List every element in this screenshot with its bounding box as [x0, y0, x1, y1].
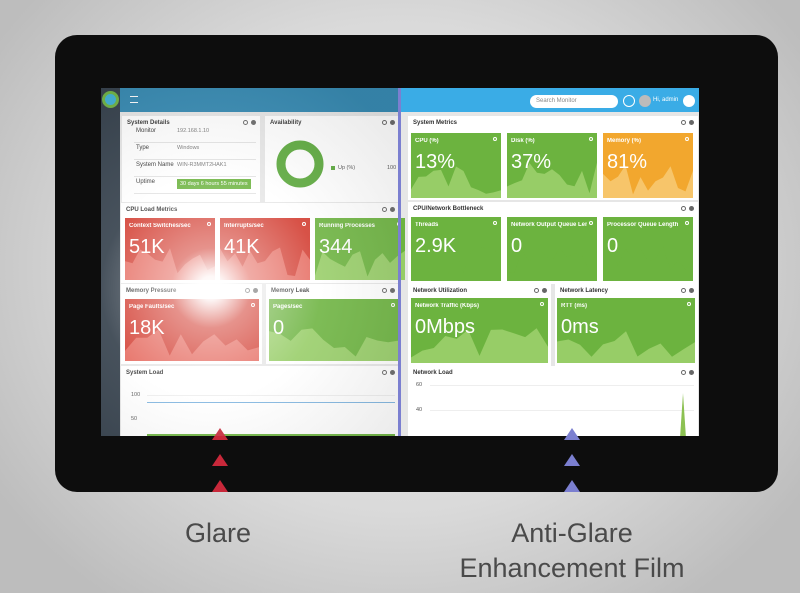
sparkline-area: [603, 245, 693, 281]
user-name[interactable]: Hi, admin: [653, 97, 679, 103]
y-tick-label: 40: [416, 407, 423, 413]
divider: [398, 88, 401, 436]
caption-anti-glare: Anti-Glare: [511, 518, 633, 548]
panel-icon: [681, 370, 686, 375]
metric-tile: RTT (ms) 0ms: [557, 298, 695, 363]
y-tick-label: 60: [416, 382, 423, 388]
panel: Network Utilization Network Traffic (Kbps…: [408, 284, 551, 366]
tile-label: Threads: [415, 222, 439, 228]
tile-search-icon: [589, 137, 593, 141]
tile-label: Memory (%): [607, 138, 642, 144]
tile-search-icon: [687, 302, 691, 306]
sparkline-area: [507, 247, 597, 281]
tile-label: CPU (%): [415, 138, 439, 144]
arrow-anti-glare: [564, 454, 580, 466]
avatar: [639, 95, 651, 107]
caption-glare: Glare: [184, 518, 252, 548]
arrow-glare: [212, 428, 228, 440]
sparkline-area: [557, 331, 695, 363]
metric-tile: CPU (%) 13%: [411, 133, 501, 198]
panel-icon: [689, 120, 694, 125]
load-spike-area: [680, 393, 686, 436]
tile-value: 13%: [415, 151, 456, 173]
power-icon[interactable]: [683, 95, 695, 107]
panel-icon: [681, 206, 686, 211]
sparkline: [557, 331, 695, 363]
metric-tile: Network Output Queue Len... 0: [507, 217, 597, 281]
panel: Network Latency RTT (ms) 0ms: [555, 284, 698, 366]
arrow-glare: [212, 454, 228, 466]
arrow-glare: [212, 480, 228, 492]
sparkline-area: [507, 162, 597, 198]
tile-value: 2.9K: [415, 235, 457, 257]
tile-label: Network Traffic (Kbps): [415, 303, 480, 309]
sparkline-area: [411, 246, 501, 281]
panel-title: Network Load: [413, 370, 453, 376]
tile-value: 0Mbps: [415, 316, 476, 338]
grid-line: [430, 410, 694, 411]
caption-anti-glare: Enhancement Film: [459, 553, 685, 583]
tile-label: Disk (%): [511, 138, 535, 144]
tile-label: RTT (ms): [561, 303, 587, 309]
sparkline-area: [603, 165, 693, 198]
sparkline: [411, 246, 501, 281]
tile-search-icon: [493, 221, 497, 225]
search-box[interactable]: Search Monitor: [530, 95, 618, 108]
tile-search-icon: [685, 221, 689, 225]
panel-icon: [534, 288, 539, 293]
sparkline: [411, 328, 548, 363]
arrow-anti-glare: [564, 480, 580, 492]
metric-tile: Threads 2.9K: [411, 217, 501, 281]
tile-label: Processor Queue Length: [607, 222, 679, 228]
help-icon[interactable]: [623, 95, 635, 107]
tile-label: Network Output Queue Len...: [511, 222, 587, 228]
tile-value: 0: [511, 235, 523, 257]
panel-title: Network Latency: [560, 288, 609, 294]
tile-value: 0ms: [561, 316, 599, 338]
panel-icon: [542, 288, 547, 293]
panel-title: CPU/Network Bottleneck: [413, 206, 484, 212]
panel-title: System Metrics: [413, 120, 458, 126]
tile-value: 81%: [607, 151, 648, 173]
sparkline: [507, 162, 597, 198]
tile-value: 0: [607, 235, 619, 257]
metric-tile: Disk (%) 37%: [507, 133, 597, 198]
panel-title: Network Utilization: [413, 288, 468, 294]
panel: Network Load 60 40: [408, 366, 698, 436]
metric-tile: Processor Queue Length 0: [603, 217, 693, 281]
panel-icon: [681, 288, 686, 293]
tile-search-icon: [589, 221, 593, 225]
panel-icon: [681, 120, 686, 125]
metric-tile: Memory (%) 81%: [603, 133, 693, 198]
panel-icon: [689, 288, 694, 293]
panel-icon: [689, 206, 694, 211]
panel: System Metrics CPU (%) 13% Disk (%) 37% Memor…: [408, 116, 698, 200]
metric-tile: Network Traffic (Kbps) 0Mbps: [411, 298, 548, 363]
tile-search-icon: [540, 302, 544, 306]
sparkline: [603, 165, 693, 198]
sparkline: [603, 245, 693, 281]
grid-line: [430, 385, 694, 386]
sparkline: [411, 166, 501, 198]
load-spike: [680, 393, 686, 436]
arrow-anti-glare: [564, 428, 580, 440]
panel: CPU/Network Bottleneck Threads 2.9K Network…: [408, 202, 698, 284]
sparkline: [507, 247, 597, 281]
tile-value: 37%: [511, 151, 552, 173]
sparkline-area: [411, 328, 548, 363]
tile-search-icon: [493, 137, 497, 141]
panel-icon: [689, 370, 694, 375]
tile-search-icon: [685, 137, 689, 141]
sparkline-area: [411, 166, 501, 198]
